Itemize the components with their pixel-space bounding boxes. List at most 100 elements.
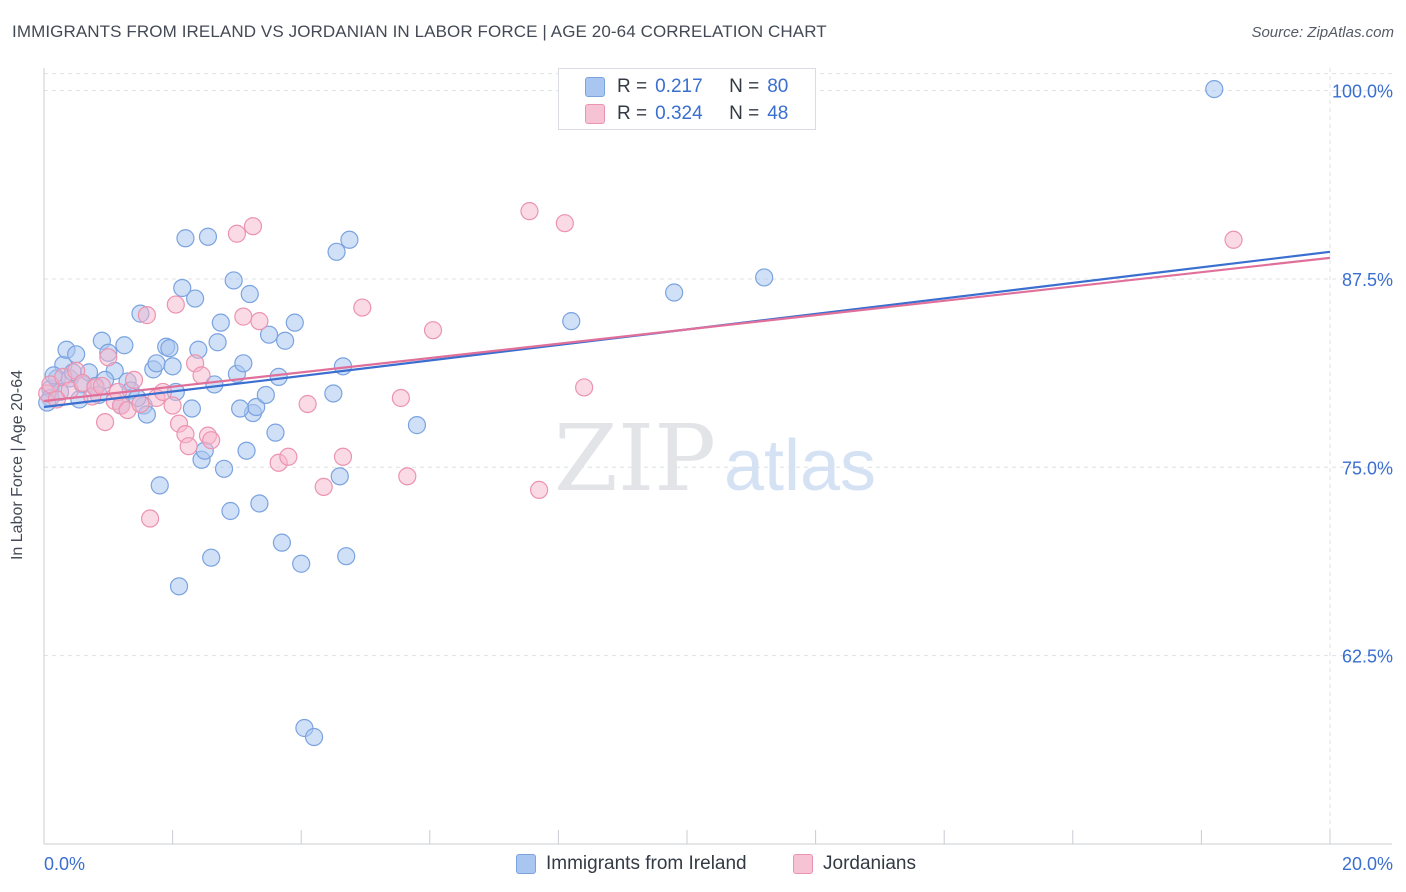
point-ireland	[221, 501, 240, 521]
point-ireland	[169, 577, 189, 596]
point-ireland	[266, 423, 285, 442]
watermark-zip: ZIP	[554, 405, 716, 512]
point-jordanians	[555, 214, 574, 233]
legend-r-value: 0.217	[655, 76, 703, 97]
series-ireland-points	[38, 79, 1224, 747]
bottom-legend-swatch-pink	[793, 854, 813, 874]
point-ireland	[285, 313, 304, 332]
point-ireland	[163, 357, 182, 376]
point-ireland	[292, 554, 311, 573]
point-ireland	[327, 242, 346, 261]
point-ireland	[276, 331, 295, 350]
point-ireland	[115, 336, 134, 355]
point-jordanians	[131, 394, 150, 414]
point-ireland	[237, 441, 256, 460]
point-jordanians	[398, 467, 417, 486]
bottom-legend-ireland: Immigrants from Ireland	[516, 852, 747, 876]
point-ireland	[272, 533, 292, 552]
point-jordanians	[137, 306, 156, 325]
point-ireland	[176, 229, 195, 248]
point-ireland	[214, 459, 234, 478]
series-jordanians-points	[38, 202, 1243, 528]
trendline-jordanians	[43, 256, 1331, 403]
point-jordanians	[391, 388, 410, 408]
axes	[43, 68, 1392, 845]
point-jordanians	[124, 370, 144, 390]
point-ireland	[208, 333, 227, 352]
y-tick-label: 75.0%	[1342, 458, 1393, 478]
y-tick-labels: 62.5% 75.0% 87.5% 100.0%	[1332, 82, 1393, 667]
point-ireland	[337, 547, 356, 566]
point-jordanians	[192, 366, 211, 385]
point-ireland	[186, 289, 205, 308]
point-ireland	[224, 271, 243, 290]
point-jordanians	[520, 202, 539, 221]
point-ireland	[160, 339, 179, 358]
point-jordanians	[243, 217, 263, 236]
legend-n-label: N =	[729, 103, 760, 124]
x-tick-label: 20.0%	[1342, 854, 1393, 874]
point-ireland	[173, 278, 192, 298]
point-ireland	[240, 284, 259, 304]
y-tick-label: 87.5%	[1342, 270, 1393, 290]
chart-title: IMMIGRANTS FROM IRELAND VS JORDANIAN IN …	[12, 22, 827, 41]
point-jordanians	[202, 431, 221, 450]
legend-n-value: 80	[767, 76, 789, 97]
y-tick-label: 62.5%	[1342, 647, 1393, 667]
legend-r-value: 0.324	[655, 103, 703, 124]
point-ireland	[67, 345, 86, 364]
point-ireland	[202, 548, 221, 567]
point-jordanians	[95, 412, 115, 432]
legend-n-label: N =	[729, 76, 760, 97]
bottom-legend-label-jordanians: Jordanians	[823, 853, 916, 874]
point-jordanians	[163, 396, 182, 415]
point-jordanians	[279, 447, 298, 466]
legend-row-ireland: R = 0.217 N = 80	[585, 76, 788, 98]
point-ireland	[324, 384, 343, 403]
bottom-legend-jordanians: Jordanians	[793, 852, 916, 876]
legend-r-label: R =	[617, 103, 648, 124]
point-ireland	[340, 230, 359, 249]
point-ireland	[256, 385, 275, 405]
y-axis-label: In Labor Force | Age 20-64	[9, 369, 26, 561]
point-ireland	[198, 227, 218, 246]
point-jordanians	[575, 378, 594, 397]
point-ireland	[250, 494, 269, 513]
point-jordanians	[530, 480, 549, 500]
point-jordanians	[92, 376, 111, 396]
legend-r-label: R =	[617, 76, 648, 97]
point-ireland	[407, 416, 427, 435]
point-jordanians	[250, 312, 269, 331]
point-ireland	[665, 283, 684, 302]
legend-row-jordanians: R = 0.324 N = 48	[585, 103, 788, 125]
x-tick-labels: 0.0% 20.0%	[44, 854, 1393, 874]
point-ireland	[1205, 79, 1224, 99]
point-jordanians	[353, 298, 372, 317]
bottom-legend-swatch-blue	[516, 854, 536, 874]
trend-lines	[43, 250, 1331, 409]
point-jordanians	[227, 224, 246, 243]
y-tick-label: 100.0%	[1332, 82, 1393, 102]
point-jordanians	[234, 307, 253, 326]
point-ireland	[304, 727, 324, 747]
point-jordanians	[140, 509, 160, 528]
point-ireland	[147, 354, 166, 373]
legend-swatch-pink	[585, 104, 605, 124]
point-jordanians	[179, 437, 198, 456]
point-ireland	[231, 399, 250, 418]
point-jordanians	[1224, 230, 1243, 249]
correlation-legend: R = 0.217 N = 80 R = 0.324 N = 48	[558, 68, 816, 130]
point-ireland	[150, 476, 169, 495]
legend-swatch-blue	[585, 77, 605, 97]
point-jordanians	[298, 394, 317, 414]
point-ireland	[330, 467, 349, 486]
point-jordanians	[166, 295, 185, 314]
legend-n-value: 48	[767, 103, 789, 124]
x-tick-label: 0.0%	[44, 854, 85, 874]
bottom-legend-label-ireland: Immigrants from Ireland	[546, 853, 747, 874]
point-ireland	[562, 312, 581, 331]
point-jordanians	[99, 348, 118, 367]
point-ireland	[259, 325, 279, 344]
point-jordanians	[314, 477, 333, 496]
